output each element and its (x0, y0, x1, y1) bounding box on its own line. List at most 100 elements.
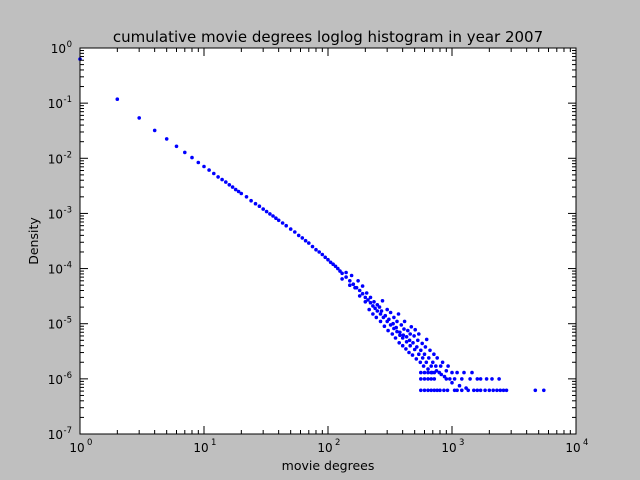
data-point (164, 137, 169, 141)
data-point (440, 360, 445, 365)
data-point (504, 388, 509, 393)
data-point (423, 345, 428, 349)
data-point (377, 305, 382, 309)
data-point (404, 335, 409, 339)
data-point (344, 275, 348, 279)
data-point (207, 168, 211, 172)
data-point (419, 377, 423, 381)
data-point (497, 377, 501, 381)
data-point (431, 360, 435, 365)
data-point (487, 388, 492, 393)
data-point (398, 333, 402, 338)
data-point (333, 264, 338, 269)
data-point (300, 236, 305, 240)
data-point (372, 300, 376, 304)
data-point (317, 250, 322, 254)
data-point (408, 332, 413, 336)
data-point (371, 304, 375, 308)
data-point (293, 230, 297, 234)
data-point (420, 341, 425, 346)
data-point (432, 388, 437, 393)
data-point (348, 283, 352, 288)
data-point (432, 352, 436, 357)
data-point (444, 369, 449, 373)
data-point (212, 171, 216, 176)
data-point (310, 244, 315, 249)
data-point (328, 260, 333, 265)
data-point (415, 345, 419, 349)
y-tick-label: 10 (48, 428, 63, 442)
data-point (422, 370, 427, 375)
data-point (385, 307, 390, 312)
data-point (357, 288, 362, 293)
x-tick-exponent: 0 (87, 438, 92, 448)
data-point (382, 324, 387, 329)
data-point (478, 377, 483, 381)
data-point (466, 388, 471, 393)
data-point (220, 177, 224, 182)
data-point (424, 360, 429, 365)
data-point (373, 306, 377, 311)
data-point (495, 388, 499, 393)
data-point (438, 364, 443, 368)
data-point (296, 233, 301, 238)
ticks-layer (79, 47, 577, 435)
data-point (450, 380, 454, 385)
data-point (417, 332, 421, 336)
data-point (274, 216, 278, 220)
data-point (435, 356, 440, 360)
data-point (303, 238, 308, 243)
data-point (387, 317, 391, 322)
data-point (364, 291, 369, 295)
data-point (422, 377, 427, 381)
data-point (393, 336, 398, 340)
data-point (227, 183, 232, 187)
data-point (448, 377, 452, 381)
data-point (429, 388, 434, 393)
data-point (432, 370, 437, 375)
data-point (268, 212, 272, 216)
data-point (348, 279, 352, 283)
data-point (115, 97, 120, 101)
data-point (434, 364, 438, 368)
data-point (416, 338, 420, 343)
data-point (457, 383, 462, 388)
data-point (257, 204, 262, 208)
data-point (402, 319, 407, 324)
data-point (202, 164, 206, 169)
data-point (378, 319, 383, 324)
data-point (368, 295, 373, 300)
y-tick-label: 10 (48, 152, 63, 166)
data-point (413, 327, 418, 332)
data-point (401, 333, 406, 338)
data-point (438, 388, 442, 393)
data-point (371, 312, 375, 316)
data-point (395, 319, 399, 324)
data-point (412, 347, 417, 352)
data-point (406, 328, 410, 333)
data-point (183, 150, 187, 155)
data-point (429, 370, 434, 375)
data-point (450, 370, 454, 375)
data-point (533, 388, 538, 393)
data-point (542, 388, 546, 393)
data-point (340, 277, 344, 281)
data-point (367, 307, 372, 312)
data-point (426, 367, 430, 371)
data-point (390, 332, 395, 336)
data-point (386, 328, 390, 333)
data-point (396, 312, 401, 316)
data-point (280, 221, 285, 225)
data-point (336, 266, 340, 271)
data-point (349, 273, 354, 278)
x-tick-exponent: 4 (583, 438, 588, 448)
data-point (391, 321, 395, 326)
data-point (501, 388, 506, 393)
data-point (363, 295, 368, 300)
data-point (236, 189, 241, 194)
data-point (407, 350, 411, 355)
data-point (428, 348, 432, 353)
data-point (400, 343, 405, 348)
data-point (419, 348, 423, 353)
data-point (264, 209, 269, 214)
